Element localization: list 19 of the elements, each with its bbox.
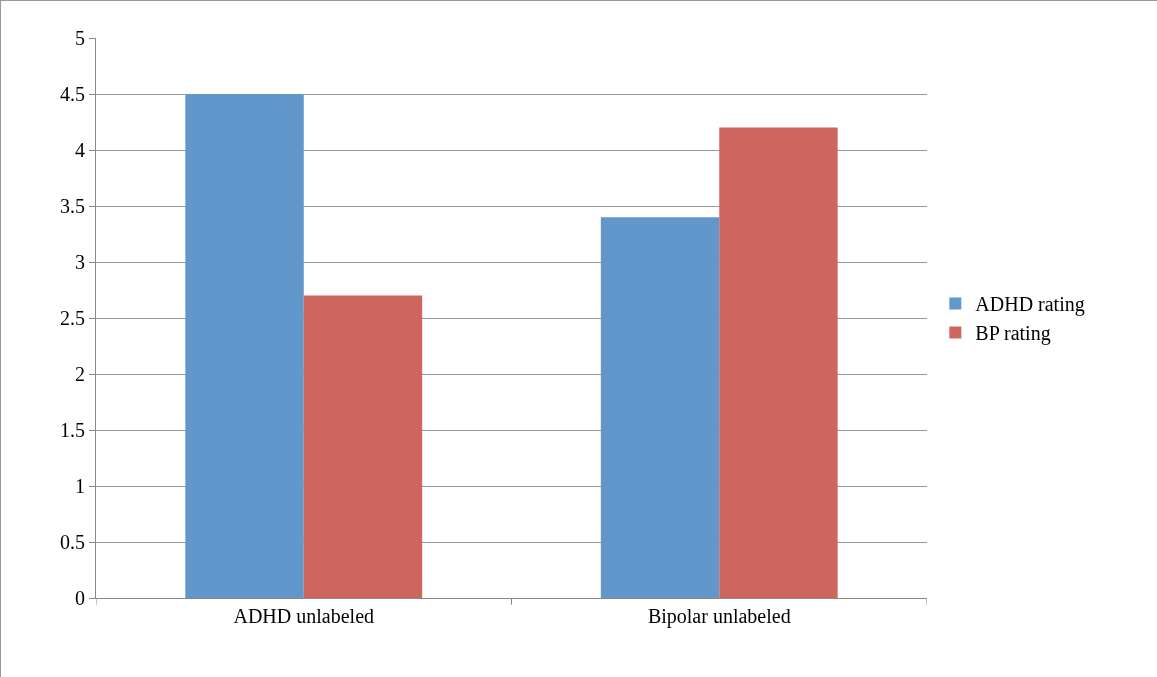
bar: [719, 127, 838, 598]
y-tick-label: 1: [75, 475, 85, 497]
bar: [303, 295, 423, 598]
x-tick-label: ADHD unlabeled: [233, 605, 375, 627]
y-tick-label: 4: [75, 139, 85, 161]
bar: [185, 94, 304, 598]
y-tick-label: 5: [75, 27, 85, 49]
bar: [600, 217, 720, 598]
y-tick-label: 2: [75, 363, 85, 385]
y-tick-label: 0: [75, 587, 85, 609]
y-tick-label: 1.5: [60, 419, 85, 441]
y-tick-label: 0.5: [60, 531, 85, 553]
legend-label: BP rating: [975, 322, 1051, 346]
y-tick-label: 3: [75, 251, 85, 273]
y-tick-label: 2.5: [60, 307, 85, 329]
legend-label: ADHD rating: [975, 293, 1085, 317]
y-tick-label: 3.5: [60, 195, 85, 217]
y-tick-label: 4.5: [60, 83, 85, 105]
x-tick-label: Bipolar unlabeled: [647, 605, 791, 628]
